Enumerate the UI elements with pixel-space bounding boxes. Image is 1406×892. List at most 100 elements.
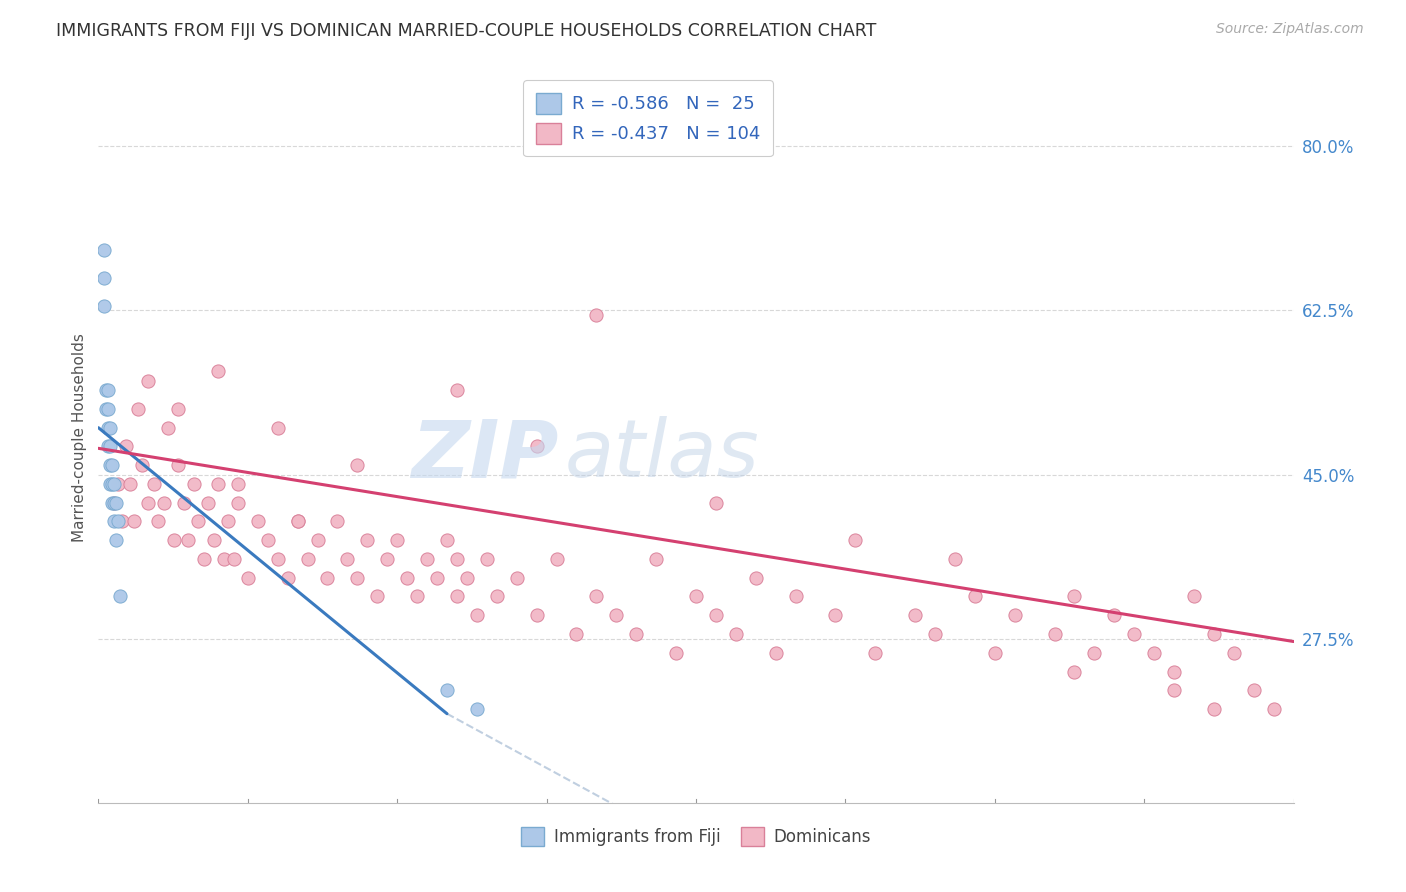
Point <box>1263 702 1285 716</box>
Point <box>267 420 290 434</box>
Point <box>396 571 419 585</box>
Point <box>1202 627 1225 641</box>
Point <box>98 440 122 454</box>
Point <box>1083 646 1105 660</box>
Point <box>844 533 866 548</box>
Point <box>107 477 129 491</box>
Point <box>105 533 128 548</box>
Point <box>98 458 122 473</box>
Point <box>103 477 125 491</box>
Point <box>356 533 378 548</box>
Point <box>307 533 329 548</box>
Point <box>236 571 259 585</box>
Point <box>193 552 215 566</box>
Point <box>346 571 368 585</box>
Point <box>97 440 120 454</box>
Point <box>1182 590 1205 604</box>
Point <box>824 608 846 623</box>
Point <box>585 590 607 604</box>
Point <box>665 646 688 660</box>
Point <box>416 552 439 566</box>
Point <box>96 401 118 416</box>
Point <box>704 496 727 510</box>
Point <box>167 458 190 473</box>
Point <box>207 477 229 491</box>
Point <box>1202 702 1225 716</box>
Point <box>98 477 122 491</box>
Point <box>1004 608 1026 623</box>
Point <box>724 627 747 641</box>
Point <box>226 477 249 491</box>
Point <box>943 552 966 566</box>
Point <box>297 552 319 566</box>
Point <box>183 477 205 491</box>
Point <box>375 552 398 566</box>
Point <box>1123 627 1146 641</box>
Text: ZIP: ZIP <box>411 417 558 494</box>
Text: Source: ZipAtlas.com: Source: ZipAtlas.com <box>1216 22 1364 37</box>
Point <box>115 440 138 454</box>
Point <box>127 401 149 416</box>
Point <box>96 383 118 397</box>
Point <box>217 515 239 529</box>
Text: IMMIGRANTS FROM FIJI VS DOMINICAN MARRIED-COUPLE HOUSEHOLDS CORRELATION CHART: IMMIGRANTS FROM FIJI VS DOMINICAN MARRIE… <box>56 22 876 40</box>
Point <box>173 496 195 510</box>
Point <box>385 533 409 548</box>
Point <box>565 627 588 641</box>
Point <box>103 496 125 510</box>
Point <box>197 496 219 510</box>
Point <box>526 440 548 454</box>
Point <box>465 702 488 716</box>
Point <box>406 590 429 604</box>
Point <box>904 608 927 623</box>
Point <box>326 515 349 529</box>
Point <box>120 477 142 491</box>
Point <box>485 590 508 604</box>
Point <box>111 515 134 529</box>
Point <box>475 552 498 566</box>
Point <box>1163 683 1185 698</box>
Point <box>585 308 607 322</box>
Point <box>107 515 129 529</box>
Point <box>131 458 153 473</box>
Point <box>336 552 359 566</box>
Text: atlas: atlas <box>565 417 759 494</box>
Point <box>446 552 468 566</box>
Point <box>456 571 478 585</box>
Point <box>685 590 707 604</box>
Point <box>105 496 128 510</box>
Point <box>1104 608 1126 623</box>
Point <box>97 420 120 434</box>
Point <box>287 515 309 529</box>
Point <box>1223 646 1246 660</box>
Point <box>984 646 1007 660</box>
Point <box>1163 665 1185 679</box>
Point <box>256 533 278 548</box>
Point <box>645 552 668 566</box>
Point <box>1043 627 1066 641</box>
Point <box>436 683 458 698</box>
Point <box>98 420 122 434</box>
Point <box>226 496 249 510</box>
Point <box>277 571 299 585</box>
Point <box>1063 590 1085 604</box>
Point <box>93 270 115 285</box>
Point <box>207 364 229 378</box>
Point <box>506 571 529 585</box>
Point <box>222 552 245 566</box>
Point <box>103 515 125 529</box>
Point <box>1143 646 1166 660</box>
Point <box>148 515 170 529</box>
Point <box>143 477 166 491</box>
Point <box>157 420 180 434</box>
Point <box>765 646 787 660</box>
Point <box>316 571 339 585</box>
Point <box>704 608 727 623</box>
Point <box>366 590 388 604</box>
Point <box>124 515 146 529</box>
Point <box>167 401 190 416</box>
Point <box>110 590 132 604</box>
Point <box>346 458 368 473</box>
Point <box>465 608 488 623</box>
Point <box>446 590 468 604</box>
